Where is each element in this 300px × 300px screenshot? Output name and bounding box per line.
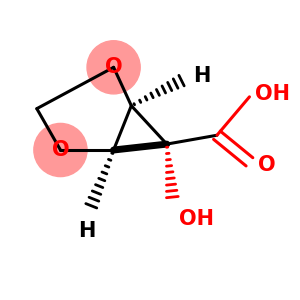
Circle shape: [34, 123, 87, 177]
Circle shape: [87, 41, 140, 94]
Text: O: O: [52, 140, 69, 160]
Text: OH: OH: [178, 209, 214, 229]
Text: H: H: [78, 221, 96, 241]
Text: H: H: [193, 66, 211, 86]
Text: O: O: [258, 155, 276, 175]
Text: O: O: [105, 57, 122, 77]
Text: OH: OH: [255, 84, 290, 104]
